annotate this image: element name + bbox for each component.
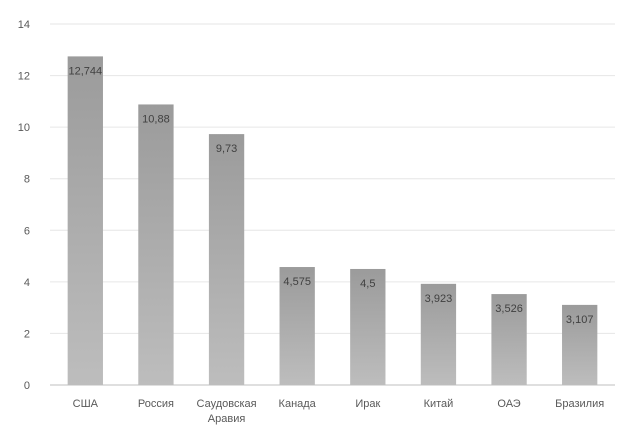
- bar: [491, 294, 527, 385]
- x-tick-label: Россия: [138, 398, 174, 410]
- bars: [67, 56, 598, 386]
- data-label: 4,575: [283, 276, 311, 288]
- x-tick-label: Саудовская Аравия: [197, 398, 257, 425]
- y-tick-label: 12: [18, 71, 30, 83]
- x-tick-label-line: Канада: [279, 398, 317, 410]
- data-label: 10,88: [142, 113, 170, 125]
- y-tick-label: 2: [24, 328, 30, 340]
- y-tick-label: 4: [24, 277, 30, 289]
- data-label: 3,526: [495, 303, 523, 315]
- x-tick-label: ОАЭ: [497, 398, 520, 410]
- x-tick-label-line: США: [73, 398, 99, 410]
- x-tick-label-line: Саудовская: [197, 398, 257, 410]
- y-tick-label: 0: [24, 380, 30, 392]
- bar: [420, 283, 457, 385]
- bar: [350, 268, 386, 385]
- bar: [138, 104, 174, 386]
- y-axis: 0 2 4 6 8 10 12 14: [18, 19, 30, 392]
- y-tick-label: 14: [18, 19, 30, 31]
- x-tick-label: Канада: [279, 398, 317, 410]
- x-tick-label-line: Бразилия: [555, 398, 604, 410]
- data-label: 3,923: [425, 293, 453, 305]
- data-labels: 12,744 10,88 9,73 4,575 4,5 3,923 3,526 3,107: [68, 65, 593, 325]
- y-tick-label: 6: [24, 225, 30, 237]
- x-tick-label-line: Аравия: [208, 413, 246, 425]
- data-label: 12,744: [68, 65, 102, 77]
- x-tick-label: Бразилия: [555, 398, 604, 410]
- bar: [67, 56, 103, 386]
- x-tick-label: Китай: [424, 398, 454, 410]
- gridlines: [50, 23, 615, 386]
- data-label: 4,5: [360, 278, 375, 290]
- x-tick-label: США: [73, 398, 99, 410]
- x-tick-label-line: Россия: [138, 398, 174, 410]
- x-tick-label-line: Ирак: [355, 398, 380, 410]
- x-tick-label-line: ОАЭ: [497, 398, 520, 410]
- bar: [562, 304, 598, 385]
- data-label: 3,107: [566, 314, 594, 326]
- x-tick-label-line: Китай: [424, 398, 454, 410]
- x-tick-label: Ирак: [355, 398, 380, 410]
- bar: [279, 267, 315, 385]
- y-tick-label: 8: [24, 174, 30, 186]
- bar: [208, 134, 245, 385]
- data-label: 9,73: [216, 143, 237, 155]
- x-axis: США Россия Саудовская Аравия Канада Ирак Китай…: [73, 398, 605, 425]
- y-tick-label: 10: [18, 122, 30, 134]
